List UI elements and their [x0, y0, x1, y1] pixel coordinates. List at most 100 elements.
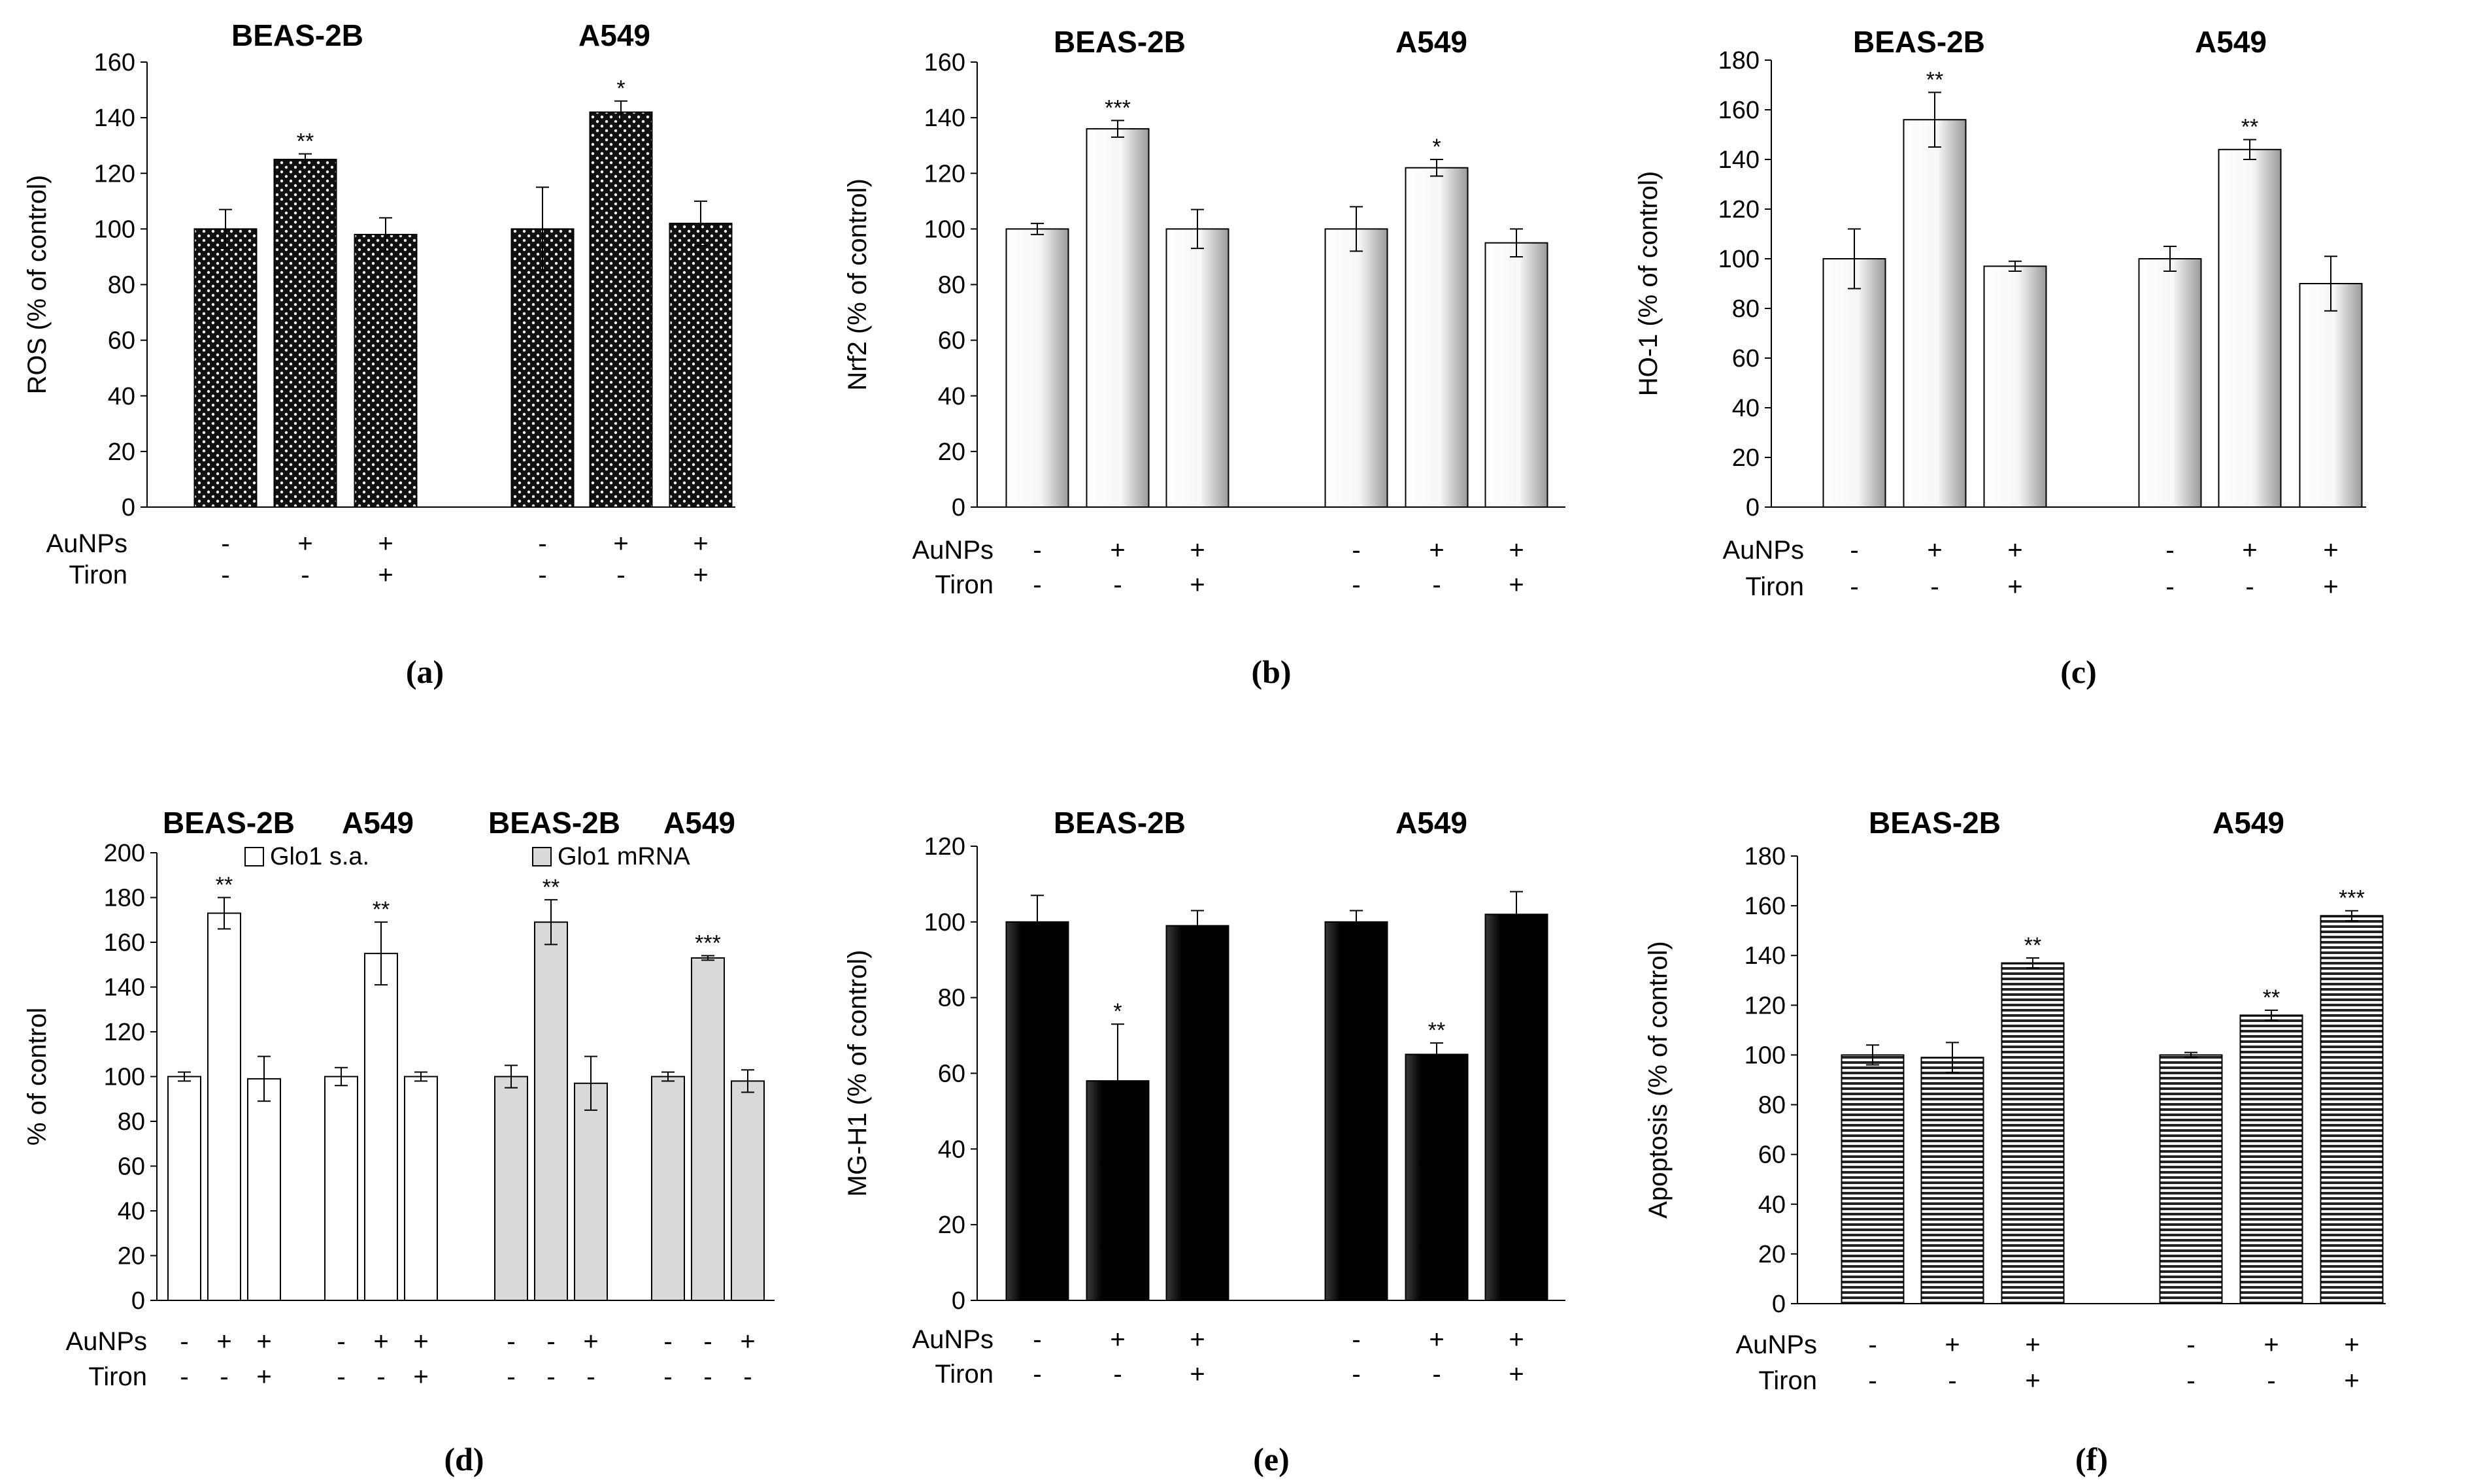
bar — [1822, 258, 1886, 508]
y-tick-label: 100 — [1745, 1042, 1786, 1069]
y-tick-label: 80 — [1758, 1092, 1786, 1119]
condition-symbol: - — [337, 1327, 345, 1356]
condition-symbol: - — [663, 1327, 672, 1356]
y-tick-label: 0 — [122, 494, 135, 521]
bar — [1405, 167, 1469, 508]
condition-symbol: - — [2245, 572, 2254, 601]
bar — [2299, 283, 2363, 508]
bar — [589, 111, 653, 508]
group-title: A549 — [663, 806, 735, 840]
bar — [1165, 228, 1229, 508]
condition-symbol: - — [376, 1362, 385, 1391]
significance-marker: *** — [1105, 95, 1131, 120]
y-tick-label: 20 — [938, 438, 965, 466]
y-tick-label: 100 — [104, 1064, 145, 1091]
condition-symbol: - — [703, 1362, 712, 1391]
significance-marker: * — [1432, 135, 1441, 159]
condition-symbol: + — [1509, 1325, 1524, 1354]
condition-symbol: + — [373, 1327, 388, 1356]
condition-row-label: AuNPs — [46, 529, 128, 558]
bar — [1920, 1057, 1984, 1304]
condition-symbol: - — [507, 1362, 515, 1391]
bar — [1903, 119, 1967, 508]
bar — [1005, 921, 1069, 1302]
y-tick-label: 100 — [924, 216, 965, 243]
bar — [510, 228, 575, 508]
bar — [1484, 242, 1548, 508]
significance-marker: ** — [543, 875, 560, 900]
condition-symbol: - — [616, 561, 625, 589]
group-title: A549 — [2195, 25, 2267, 59]
condition-symbol: - — [1850, 536, 1858, 565]
condition-symbol: + — [693, 529, 708, 558]
bar — [651, 1076, 685, 1301]
condition-symbol: - — [546, 1327, 555, 1356]
condition-symbol: - — [1352, 1360, 1360, 1389]
condition-symbol: + — [740, 1327, 755, 1356]
condition-symbol: - — [1850, 572, 1858, 601]
group-title: BEAS-2B — [1054, 25, 1186, 59]
bar — [691, 957, 725, 1301]
bar — [669, 222, 733, 508]
bar — [2239, 1014, 2303, 1304]
y-axis-label: Nrf2 (% of control) — [843, 178, 872, 391]
group-title: BEAS-2B — [163, 806, 295, 840]
condition-symbol: - — [538, 561, 546, 589]
y-tick-label: 160 — [94, 49, 135, 76]
condition-symbol: - — [663, 1362, 672, 1391]
y-tick-label: 80 — [938, 272, 965, 299]
group-title: BEAS-2B — [1853, 25, 1985, 59]
group-title: A549 — [2213, 806, 2284, 840]
condition-symbol: - — [337, 1362, 345, 1391]
bar — [364, 953, 398, 1301]
bar — [354, 233, 418, 508]
y-tick-label: 40 — [938, 383, 965, 410]
condition-symbol: + — [216, 1327, 231, 1356]
bar — [324, 1076, 358, 1301]
y-tick-label: 60 — [938, 327, 965, 355]
condition-symbol: + — [1110, 536, 1125, 565]
y-tick-label: 120 — [94, 160, 135, 188]
chart-panel-2: 0 20 40 60 80 100 120 140 160 Nrf2 (% of control)… — [843, 25, 1565, 690]
condition-symbol: - — [1033, 1360, 1041, 1389]
condition-symbol: + — [2007, 536, 2022, 565]
condition-row-label: Tiron — [1758, 1366, 1817, 1395]
panel-label: (a) — [406, 653, 444, 690]
condition-symbol: - — [1113, 1360, 1122, 1389]
y-tick-label: 100 — [94, 216, 135, 243]
bar — [1165, 925, 1229, 1301]
condition-symbol: - — [538, 529, 546, 558]
y-tick-label: 120 — [924, 833, 965, 861]
condition-symbol: - — [546, 1362, 555, 1391]
bar — [167, 1076, 201, 1301]
bar — [2001, 962, 2065, 1304]
condition-symbol: - — [1868, 1366, 1877, 1395]
bar — [574, 1082, 608, 1302]
y-tick-label: 80 — [108, 272, 135, 299]
y-tick-label: 20 — [1758, 1241, 1786, 1268]
group-title: A549 — [1395, 25, 1467, 59]
y-tick-label: 140 — [924, 105, 965, 132]
group-title: BEAS-2B — [231, 18, 363, 52]
bar — [1841, 1054, 1905, 1304]
condition-row-label: AuNPs — [912, 536, 994, 565]
condition-symbol: + — [413, 1327, 428, 1356]
y-tick-label: 140 — [1745, 942, 1786, 970]
bar — [247, 1078, 281, 1302]
condition-symbol: - — [1352, 536, 1360, 565]
y-tick-label: 100 — [924, 909, 965, 936]
condition-symbol: - — [1868, 1330, 1877, 1359]
significance-marker: ** — [373, 897, 390, 922]
condition-symbol: + — [256, 1362, 271, 1391]
chart-panel-1: 0 20 40 60 80 100 120 140 160 ROS (% of control) B… — [23, 18, 735, 690]
legend-swatch — [244, 847, 264, 866]
y-tick-label: 0 — [1772, 1291, 1786, 1318]
condition-symbol: - — [2267, 1366, 2275, 1395]
y-tick-label: 120 — [104, 1019, 145, 1046]
significance-marker: ** — [1428, 1018, 1445, 1043]
significance-marker: * — [1113, 999, 1122, 1024]
condition-symbol: + — [1945, 1330, 1960, 1359]
y-tick-label: 180 — [104, 885, 145, 912]
y-tick-label: 0 — [952, 494, 965, 521]
group-title: A549 — [342, 806, 414, 840]
